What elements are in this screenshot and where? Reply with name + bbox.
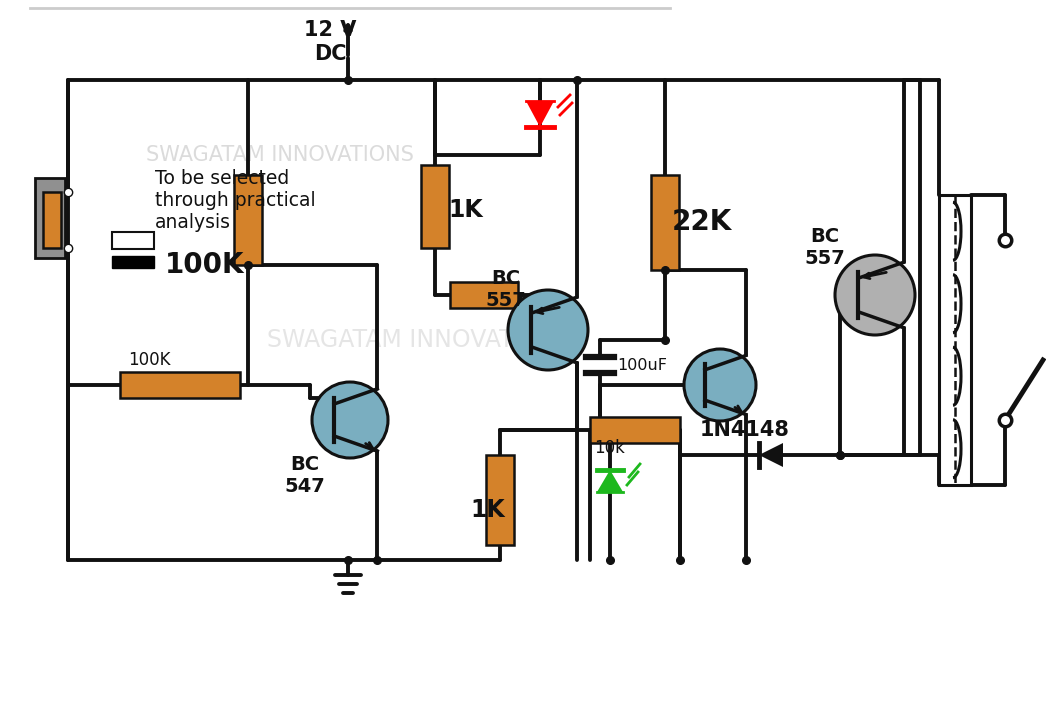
Text: BC
557: BC 557 [485,270,526,310]
Bar [590,417,680,443]
Text: 1K: 1K [470,498,505,522]
Bar [486,455,514,545]
Text: BC
557: BC 557 [804,227,845,268]
Bar [585,358,615,372]
Bar [450,282,518,308]
Text: 1N4148: 1N4148 [700,420,790,440]
Text: 12 V
DC: 12 V DC [303,20,357,63]
Text: 10k: 10k [594,439,624,457]
Polygon shape [597,470,623,492]
Text: 1K: 1K [448,198,483,222]
Text: 100uF: 100uF [617,358,667,372]
Circle shape [684,349,756,421]
Bar [234,175,262,265]
Text: To be selected
through practical
analysis: To be selected through practical analysi… [155,168,316,232]
Polygon shape [526,101,554,127]
Text: SWAGATAM INNOVATIONS: SWAGATAM INNOVATIONS [268,328,573,352]
Text: SWAGATAM INNOVATIONS: SWAGATAM INNOVATIONS [146,145,414,165]
Text: 100K: 100K [128,351,170,369]
Circle shape [835,255,915,335]
Bar [35,178,65,258]
Circle shape [508,290,588,370]
Text: 22K: 22K [672,208,732,236]
Bar [120,372,240,398]
Bar [651,175,679,270]
Circle shape [312,382,388,458]
Bar [939,195,971,485]
Text: BC
547: BC 547 [285,455,325,496]
Bar [112,232,154,249]
Bar [420,165,449,248]
Bar [112,256,154,268]
Polygon shape [759,443,783,467]
Bar [43,192,61,248]
Text: 100K: 100K [165,251,245,279]
